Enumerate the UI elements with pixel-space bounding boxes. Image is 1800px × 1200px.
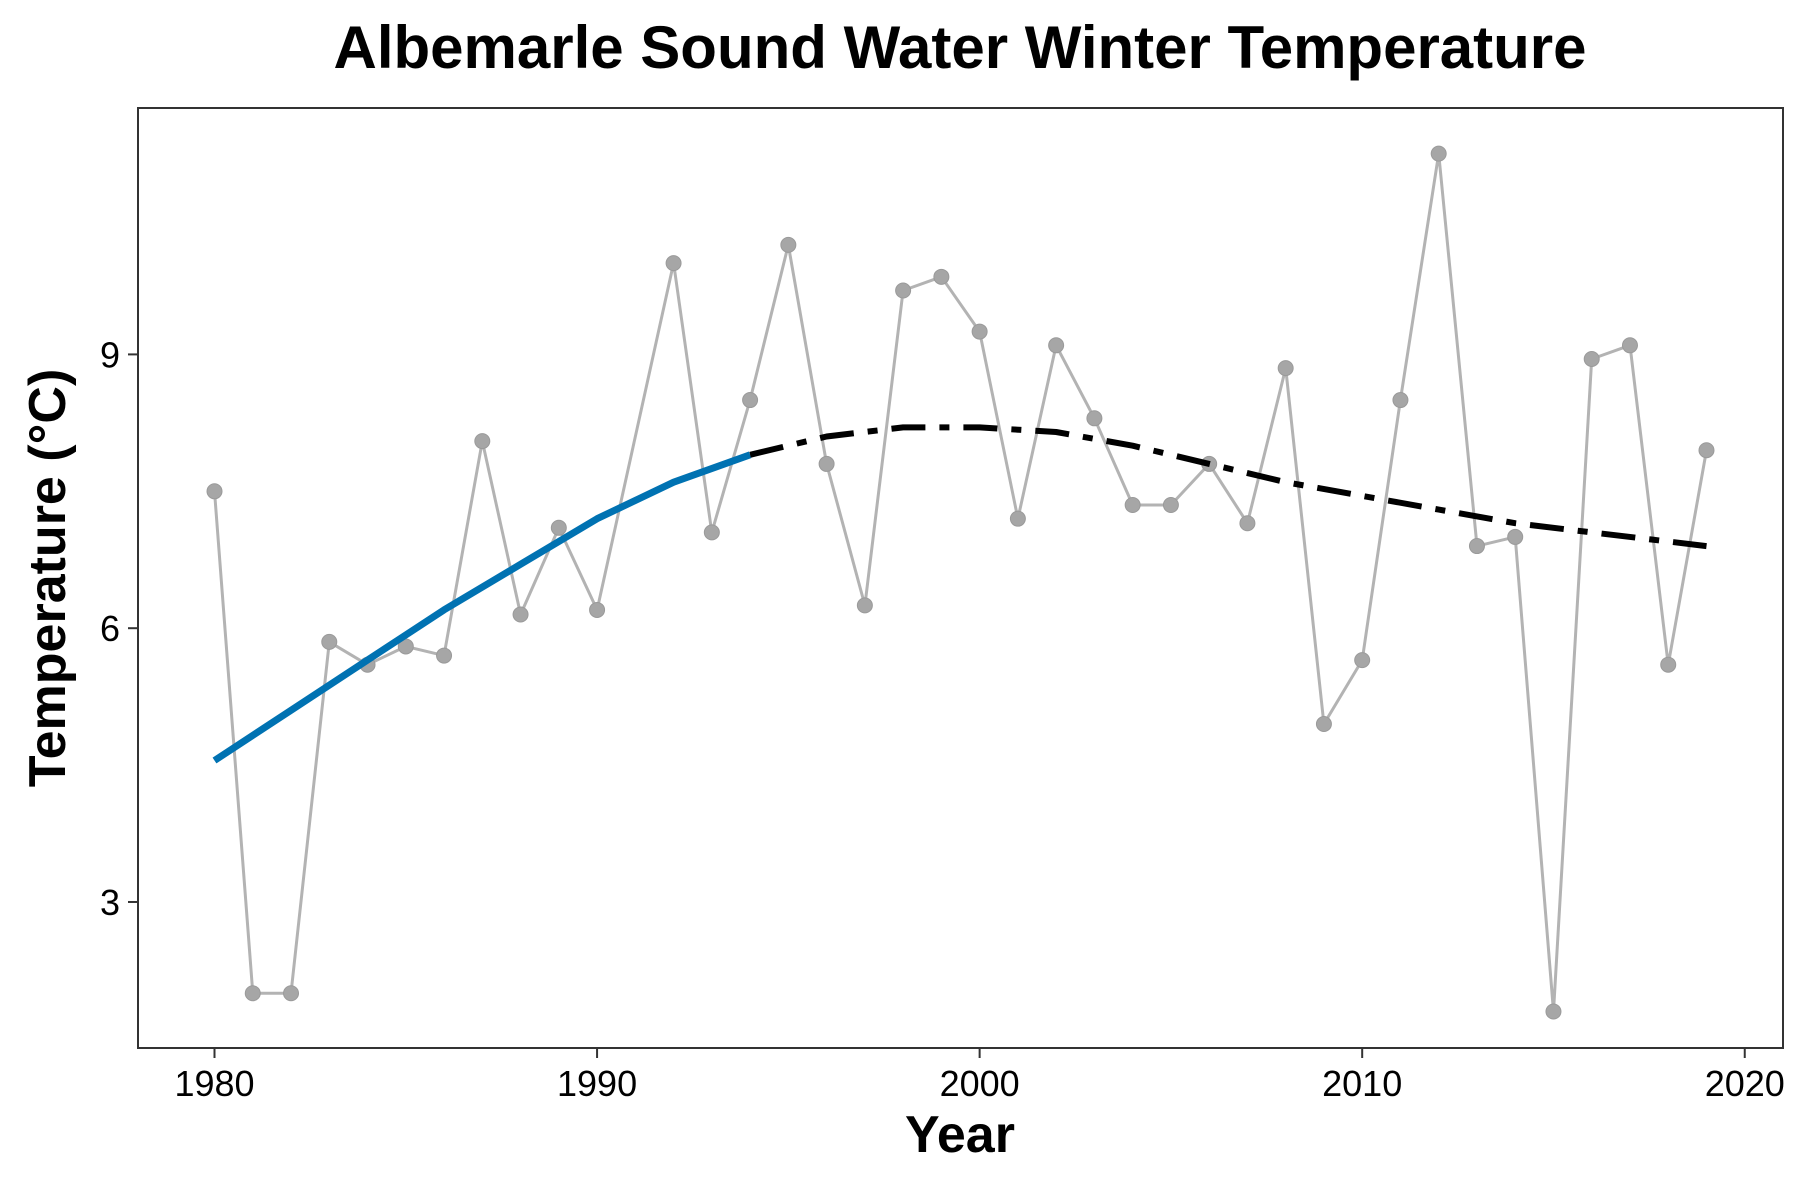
- observed-temperature-point: [1354, 652, 1371, 669]
- observed-temperature-point: [321, 633, 338, 650]
- observed-temperature-point: [1162, 496, 1179, 513]
- observed-temperature-point: [856, 597, 873, 614]
- chart-title: Albemarle Sound Water Winter Temperature: [333, 14, 1586, 81]
- y-tick-label: 3: [100, 882, 120, 923]
- observed-temperature-point: [1507, 528, 1524, 545]
- y-axis: 3 6 9: [100, 334, 138, 923]
- x-tick-label: 1990: [557, 1063, 637, 1104]
- observed-temperature-point: [1086, 410, 1103, 427]
- trend-line-dashdot: [749, 424, 1707, 550]
- observed-temperature-point: [1621, 337, 1638, 354]
- series-layer: [206, 145, 1715, 1020]
- trend-line-solid: [212, 451, 752, 764]
- observed-temperature-point: [1124, 496, 1141, 513]
- observed-temperature-point: [703, 524, 720, 541]
- observed-temperature-point: [971, 323, 988, 340]
- observed-temperature-point: [1009, 510, 1026, 527]
- observed-temperature-point: [742, 392, 759, 409]
- observed-temperature-point: [244, 985, 261, 1002]
- x-tick-label: 2000: [940, 1063, 1020, 1104]
- observed-temperature-point: [665, 255, 682, 272]
- observed-temperature-point: [1277, 360, 1294, 377]
- observed-temperature-point: [512, 606, 529, 623]
- observed-temperature-point: [1315, 716, 1332, 733]
- observed-temperature-point: [1430, 145, 1447, 162]
- observed-temperature-point: [780, 236, 797, 253]
- observed-temperature-point: [550, 519, 567, 536]
- observed-temperature-point: [1048, 337, 1065, 354]
- observed-temperature-point: [589, 601, 606, 618]
- observed-temperature-point: [1698, 442, 1715, 459]
- observed-temperature-point: [1583, 350, 1600, 367]
- observed-temperature-point: [474, 433, 491, 450]
- x-axis: 1980 1990 2000 2010 2020: [174, 1048, 1785, 1104]
- observed-temperature-point: [206, 483, 223, 500]
- observed-temperature-point: [1660, 656, 1677, 673]
- y-tick-label: 6: [100, 608, 120, 649]
- y-tick-label: 9: [100, 334, 120, 375]
- observed-temperature-point: [1468, 538, 1485, 555]
- x-tick-label: 2010: [1322, 1063, 1402, 1104]
- observed-temperature-point: [1239, 515, 1256, 532]
- observed-temperature-point: [1545, 1003, 1562, 1020]
- observed-temperature-point: [1392, 392, 1409, 409]
- observed-temperature-point: [818, 455, 835, 472]
- x-tick-label: 1980: [174, 1063, 254, 1104]
- plot-panel: [137, 107, 1784, 1049]
- x-tick-label: 2020: [1705, 1063, 1785, 1104]
- observed-temperature-point: [436, 647, 453, 664]
- x-axis-title: Year: [905, 1106, 1015, 1164]
- y-axis-title: Temperature (°C): [19, 369, 77, 788]
- observed-temperature-point: [933, 268, 950, 285]
- observed-temperature-point: [283, 985, 300, 1002]
- observed-temperature-point: [895, 282, 912, 299]
